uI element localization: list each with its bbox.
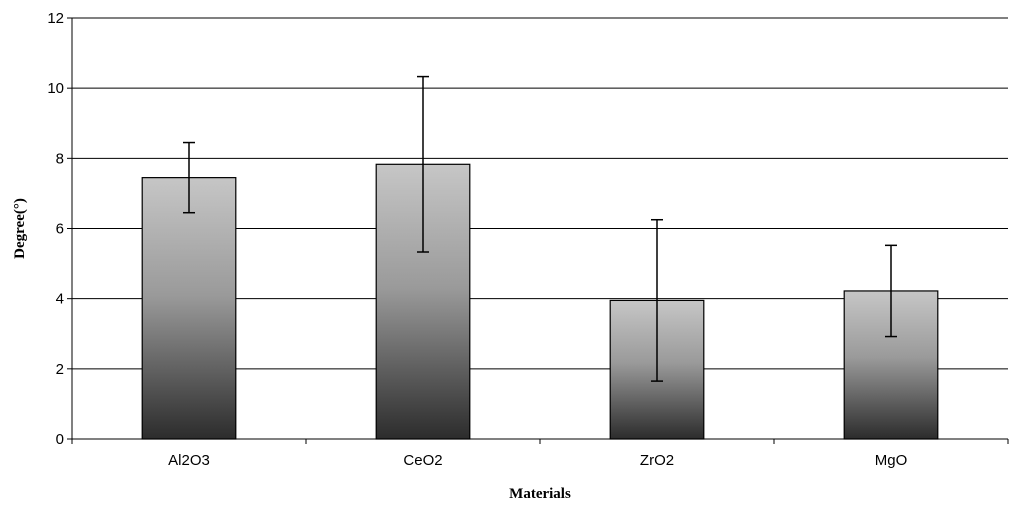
y-tick-label: 8 — [56, 150, 64, 167]
y-tick-label: 12 — [47, 10, 64, 27]
x-axis-title: Materials — [509, 486, 571, 502]
x-tick-label: MgO — [875, 452, 908, 469]
y-tick-label: 10 — [47, 80, 64, 97]
tick-labels: 0 2 4 6 8 10 12 Al2O3 CeO2 ZrO2 MgO — [47, 10, 907, 469]
y-tick-label: 2 — [56, 361, 64, 378]
y-tick-label: 4 — [56, 291, 64, 308]
x-tick-label: CeO2 — [403, 452, 442, 469]
y-tick-label: 0 — [56, 431, 64, 448]
y-axis-title: Degree(°) — [12, 198, 28, 259]
bar-al2o3 — [141, 177, 237, 440]
bars — [141, 75, 939, 440]
x-tick-label: ZrO2 — [640, 452, 674, 469]
y-tick-label: 6 — [56, 221, 64, 238]
x-tick-label: Al2O3 — [168, 452, 210, 469]
axes — [67, 17, 1009, 444]
